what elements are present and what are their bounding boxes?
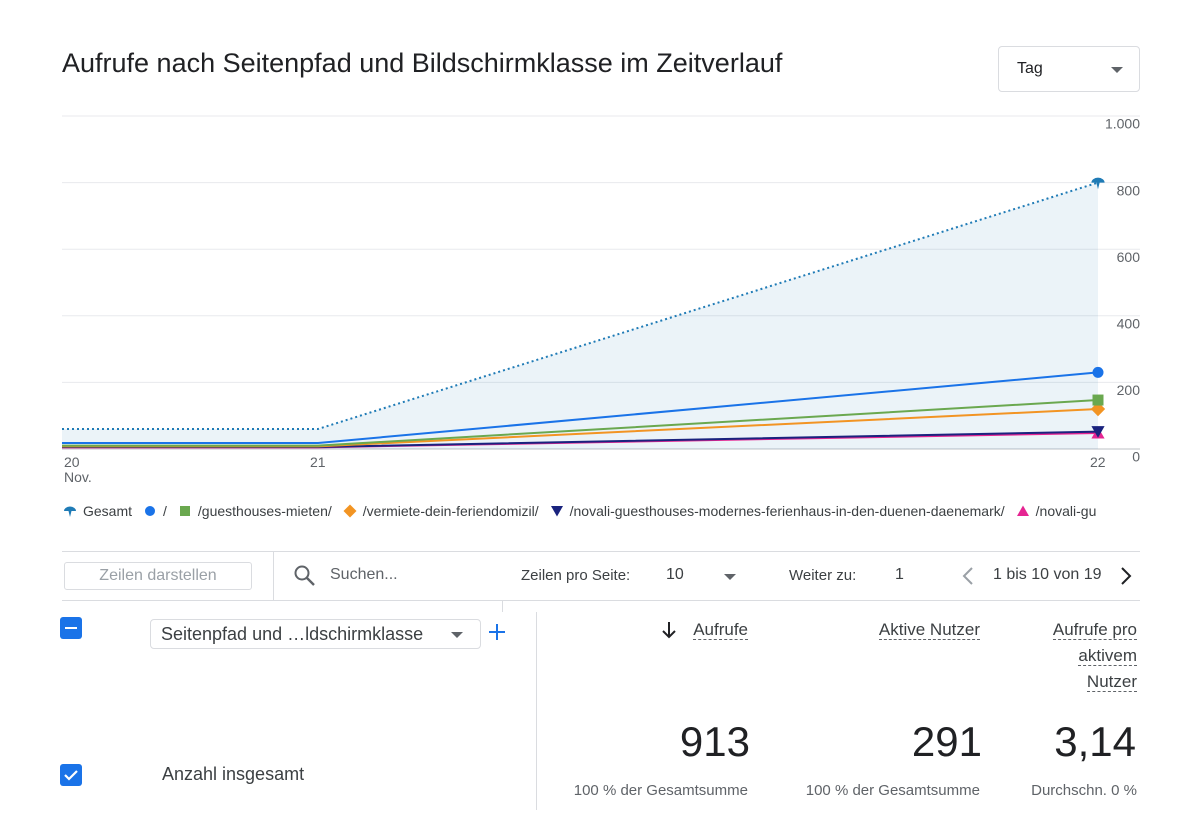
total-checkbox[interactable] (60, 764, 82, 786)
area-fill (62, 182, 1098, 449)
add-dimension[interactable] (487, 622, 507, 642)
metric-sub: 100 % der Gesamtsumme (805, 782, 980, 799)
legend-label: /vermiete-dein-feriendomizil/ (362, 503, 539, 519)
x-tick-label: 20 Nov. (64, 454, 92, 485)
sort-arrow (662, 622, 676, 639)
divider (62, 551, 1140, 552)
select-caret (724, 574, 736, 580)
legend-marker (550, 506, 563, 517)
legend-item: /novali-guesthouses-modernes-ferienhaus-… (549, 503, 1005, 519)
metric-value: 3,14 (1054, 718, 1136, 765)
goto-input[interactable]: 1 (895, 566, 904, 583)
y-tick-label: 200 (1117, 382, 1141, 398)
legend-label: Gesamt (83, 503, 133, 519)
legend-marker (1016, 505, 1029, 516)
marker (550, 506, 563, 517)
y-tick-label: 400 (1117, 316, 1141, 332)
period-dropdown[interactable]: Tag (998, 46, 1140, 92)
legend-item: / (142, 503, 167, 519)
legend-label: /novali-gu (1035, 503, 1097, 519)
marker (64, 506, 76, 517)
y-tick-label: 600 (1117, 249, 1141, 265)
legend-marker (179, 506, 190, 516)
metric-sub: Durchschn. 0 % (1031, 782, 1137, 799)
metric-name: Aufrufe pro aktivem Nutzer (1052, 620, 1137, 692)
dimension-label: Seitenpfad und …ldschirmklasse (161, 624, 424, 644)
rows-per-page-label: Zeilen pro Seite: (521, 567, 631, 584)
legend-label: /novali-guesthouses-modernes-ferienhaus-… (569, 503, 1005, 519)
next-page[interactable] (1118, 565, 1134, 587)
legend-marker (64, 506, 76, 517)
prev-page[interactable] (960, 565, 976, 587)
marker (1092, 394, 1104, 406)
dimension-select[interactable]: Seitenpfad und …ldschirmklasse (150, 619, 481, 649)
series-line (62, 399, 1099, 447)
chart: 0 200 400 600 800 1.000 (62, 115, 1141, 465)
metric-sub: 100 % der Gesamtsumme (573, 782, 748, 799)
y-tick-label: 0 (1132, 449, 1140, 465)
legend-item: /guesthouses-mieten/ (177, 503, 332, 519)
divider (62, 600, 1140, 601)
metric-header[interactable]: Aufrufe pro aktivem Nutzer (1030, 617, 1137, 695)
check (64, 770, 78, 781)
metric-header[interactable]: Aufrufe (678, 617, 748, 643)
marker (179, 506, 190, 516)
series-line (62, 181, 1099, 431)
x-tick-label: 21 (310, 454, 326, 470)
y-tick-label: 1.000 (1105, 116, 1140, 132)
metric-value: 913 (679, 718, 750, 765)
legend-marker (343, 504, 357, 518)
divider (502, 600, 503, 612)
legend: Gesamt / /guesthouses-mieten/ /vermiete-dei… (62, 500, 1140, 522)
minus (65, 627, 77, 629)
rows-button[interactable]: Zeilen darstellen (64, 562, 252, 590)
legend-item: /novali-gu (1015, 503, 1097, 519)
divider (273, 551, 274, 600)
search-icon (294, 565, 315, 586)
marker (1016, 505, 1029, 516)
legend-label: /guesthouses-mieten/ (197, 503, 332, 519)
legend-marker (145, 506, 156, 516)
dropdown-value: Tag (1017, 60, 1043, 77)
total-label: Anzahl insgesamt (162, 764, 305, 784)
select-all-checkbox[interactable] (60, 617, 82, 639)
legend-item: Gesamt (62, 503, 132, 519)
legend-label: / (163, 503, 167, 519)
search-input[interactable]: Suchen... (330, 566, 398, 583)
marker (1092, 366, 1104, 378)
marker (145, 506, 156, 516)
goto-label: Weiter zu: (789, 567, 857, 584)
marker (1091, 426, 1105, 438)
metric-value: 291 (911, 718, 982, 765)
legend-item: /vermiete-dein-feriendomizil/ (342, 503, 539, 519)
rows-per-page-select[interactable]: 10 (666, 566, 684, 583)
metric-name: Aktive Nutzer (878, 620, 980, 640)
divider (536, 612, 537, 810)
marker (1091, 177, 1105, 190)
chart-title: Aufrufe nach Seitenpfad und Bildschirmkl… (62, 48, 783, 78)
x-tick-label: 22 (1090, 454, 1106, 470)
dropdown-caret (1111, 67, 1123, 73)
dimension-caret (451, 632, 463, 638)
series-line (62, 371, 1099, 445)
y-tick-label: 800 (1117, 182, 1141, 198)
metric-name: Aufrufe (693, 620, 748, 640)
pagination: 1 bis 10 von 19 (993, 566, 1102, 583)
metric-header[interactable]: Aktive Nutzer (820, 617, 980, 643)
marker (343, 504, 357, 518)
